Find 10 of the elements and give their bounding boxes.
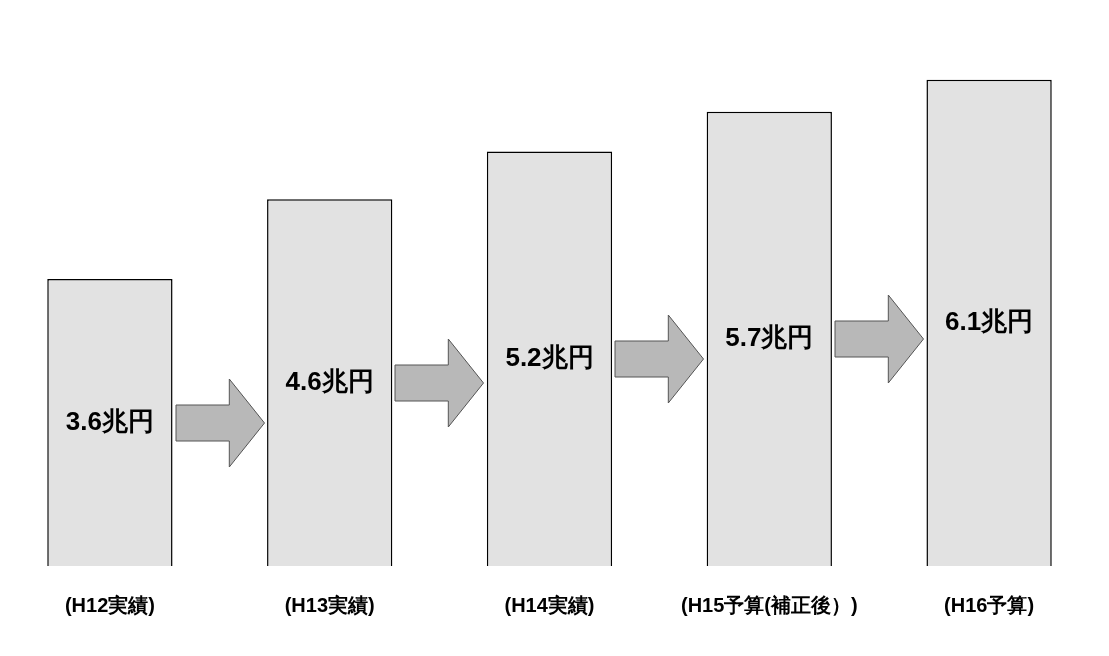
x-tick-label: (H16予算) [944,593,1035,616]
x-tick-label: (H13実績) [284,593,375,616]
x-tick-label: (H15予算(補正後）) [680,593,858,616]
data-label: 5.2兆円 [505,341,594,372]
x-tick-label: (H14実績) [504,593,595,616]
x-tick-label: (H12実績) [64,593,155,616]
data-label: 4.6兆円 [285,365,374,396]
data-label: 5.7兆円 [725,321,814,352]
data-label: 6.1兆円 [945,306,1034,337]
data-label: 3.6兆円 [65,405,154,436]
